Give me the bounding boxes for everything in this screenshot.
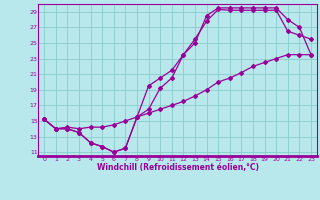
X-axis label: Windchill (Refroidissement éolien,°C): Windchill (Refroidissement éolien,°C): [97, 163, 259, 172]
